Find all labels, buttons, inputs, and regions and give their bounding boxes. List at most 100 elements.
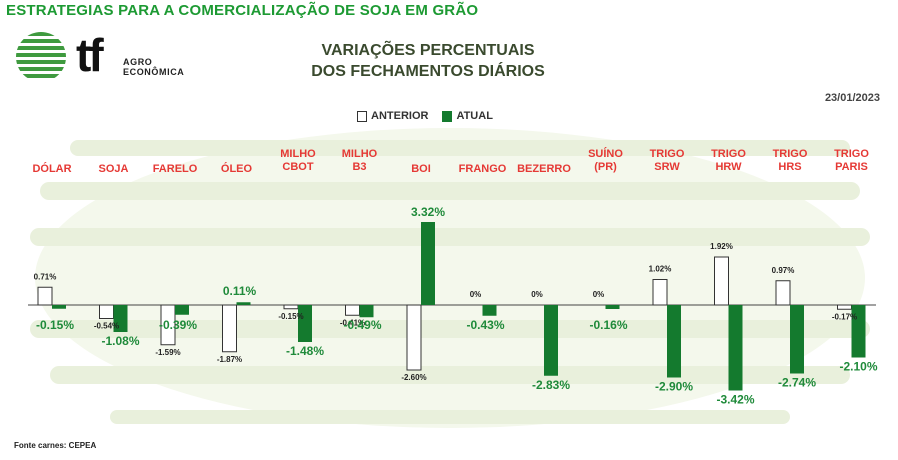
chart-title-line-1: VARIAÇÕES PERCENTUAIS [321,42,535,59]
category-label-line: SRW [654,161,680,173]
value-label-atual-soja: -1.08% [101,334,139,348]
value-label-anterior-farelo: -1.59% [155,348,180,357]
bar-anterior-trigo-hrw [714,256,729,306]
value-label-atual-milho-cbot: -1.48% [286,344,324,358]
bar-anterior-milho-b3 [345,304,360,316]
bar-atual-trigo-hrw [728,305,743,391]
source-note: Fonte carnes: CEPEA [14,441,97,450]
value-label-atual-trigo-hrs: -2.74% [778,376,816,390]
value-label-atual-trigo-srw: -2.90% [655,380,693,394]
value-label-anterior-bezerro: 0% [531,290,543,299]
logo-subtitle: AGRO ECONÔMICA [123,57,184,77]
category-label-line: PARIS [835,161,868,173]
value-label-anterior-soja: -0.54% [94,322,119,331]
value-label-anterior-trigo-srw: 1.02% [649,265,672,274]
value-label-atual-oleo: 0.11% [223,284,257,298]
bar-atual-dolar [52,305,66,309]
category-label-milho-b3: MILHO B3 [328,148,392,174]
category-label-milho-cbot: MILHO CBOT [266,148,330,174]
category-label-line: FRANGO [458,163,507,175]
value-label-anterior-trigo-paris: -0.17% [832,312,857,321]
bar-anterior-milho-cbot [283,304,299,310]
value-label-atual-bezerro: -2.83% [532,378,570,392]
value-label-anterior-frango: 0% [470,290,482,299]
category-label-line: SOJA [98,163,129,175]
category-label-suino-pr: SUÍNO (PR) [574,148,638,174]
logo-sub-line-1: AGRO [123,57,153,67]
value-label-anterior-dolar: 0.71% [34,272,57,281]
bar-atual-trigo-hrs [790,305,804,374]
category-label-line: HRW [715,161,742,173]
bar-atual-soja [113,305,128,332]
bar-atual-milho-b3 [359,305,374,318]
legend-label-atual: ATUAL [456,110,493,122]
value-label-anterior-boi: -2.60% [401,373,426,382]
logo-mark: tf [76,29,104,81]
bar-atual-oleo [236,302,251,305]
bar-atual-boi [421,222,435,305]
value-label-atual-milho-b3: -0.49% [343,318,381,332]
bar-anterior-soja [99,304,114,319]
category-label-oleo: ÓLEO [205,163,269,176]
chart-date: 23/01/2023 [824,92,880,104]
category-label-line: FARELO [152,163,198,175]
category-label-line: MILHO [280,148,316,160]
legend-label-anterior: ANTERIOR [371,110,429,122]
legend-swatch-atual [442,110,453,122]
value-label-anterior-milho-b3: -0.41% [340,318,365,327]
value-label-atual-boi: 3.32% [411,205,445,219]
watermark-globe [30,128,870,428]
value-label-atual-trigo-hrw: -3.42% [716,393,754,407]
bar-atual-milho-cbot [298,305,312,342]
category-label-line: TRIGO [649,148,685,160]
chart-title-line-2: DOS FECHAMENTOS DIÁRIOS [311,63,545,80]
category-label-line: (PR) [594,161,617,173]
logo-sub-line-2: ECONÔMICA [123,67,185,77]
category-label-line: MILHO [341,148,378,160]
bar-group [37,222,866,391]
category-label-line: BOI [411,163,431,175]
category-label-trigo-paris: TRIGO PARIS [820,148,884,174]
category-label-trigo-srw: TRIGO SRW [635,148,699,174]
legend-swatch-anterior [357,110,367,122]
value-label-anterior-oleo: -1.87% [217,355,242,364]
bar-atual-frango [482,305,497,316]
chart-title: VARIAÇÕES PERCENTUAIS DOS FECHAMENTOS DI… [268,40,588,82]
category-label-line: DÓLAR [32,163,72,175]
category-label-trigo-hrw: TRIGO HRW [697,148,761,174]
bar-atual-suino-pr [605,305,620,309]
bar-atual-trigo-srw [667,305,681,378]
value-label-group: 0.71% -0.15% -0.54% -1.08% -1.59% -0.39% -1.87… [34,205,878,407]
value-label-atual-frango: -0.43% [466,318,504,332]
category-label-bezerro: BEZERRO [512,163,576,176]
page-title: ESTRATEGIAS PARA A COMERCIALIZAÇÃO DE SO… [6,2,479,19]
value-label-atual-dolar: -0.15% [36,318,74,332]
category-label-line: TRIGO [834,148,869,160]
value-label-anterior-milho-cbot: -0.15% [278,312,303,321]
value-label-atual-trigo-paris: -2.10% [839,360,877,374]
bar-anterior-dolar [37,286,53,306]
logo: tf AGRO ECONÔMICA [14,30,200,82]
category-label-line: CBOT [282,161,314,173]
value-label-anterior-trigo-hrw: 1.92% [710,242,733,251]
value-label-atual-suino-pr: -0.16% [589,318,627,332]
category-label-line: TRIGO [711,148,746,160]
legend: ANTERIOR ATUAL [357,110,493,122]
category-label-soja: SOJA [82,163,146,176]
bar-anterior-trigo-hrs [775,280,791,306]
value-label-atual-farelo: -0.39% [159,318,197,332]
category-label-farelo: FARELO [143,163,207,176]
value-label-anterior-trigo-hrs: 0.97% [772,266,795,275]
bar-anterior-trigo-paris [837,304,852,310]
category-label-line: SUÍNO [588,148,623,160]
category-label-trigo-hrs: TRIGO HRS [758,148,822,174]
bar-atual-bezerro [544,305,558,376]
category-label-boi: BOI [389,163,453,176]
category-label-line: HRS [778,161,802,173]
bar-anterior-boi [406,304,422,371]
striped-globe-icon [16,32,66,78]
value-label-anterior-suino-pr: 0% [593,290,605,299]
category-label-dolar: DÓLAR [20,163,84,176]
bar-anterior-farelo [160,304,176,346]
